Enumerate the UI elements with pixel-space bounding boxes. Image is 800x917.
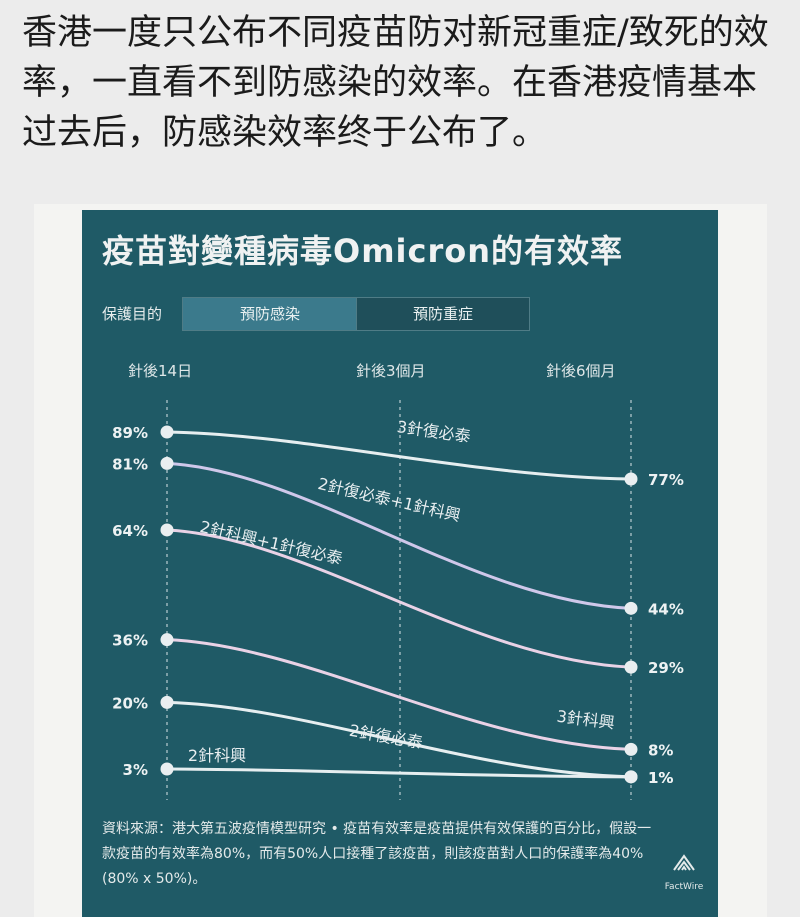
- start-value-label-3: 36%: [112, 632, 148, 650]
- start-point-4: [161, 696, 174, 709]
- series-name-label-0: 3針復必泰: [396, 417, 472, 446]
- end-value-label-0: 77%: [648, 471, 684, 489]
- series-line-0: [167, 432, 631, 479]
- end-value-label-1: 44%: [648, 600, 684, 618]
- factwire-logo: FactWire: [660, 850, 708, 890]
- start-point-3: [161, 633, 174, 646]
- logo-text: FactWire: [660, 882, 708, 892]
- start-value-label-2: 64%: [112, 522, 148, 540]
- source-note: 資料來源：港大第五波疫情模型研究 • 疫苗有效率是疫苗提供有效保護的百分比，假設…: [102, 817, 662, 892]
- end-point-3: [625, 743, 638, 756]
- end-point-0: [625, 473, 638, 486]
- start-value-label-4: 20%: [112, 694, 148, 712]
- start-point-1: [161, 457, 174, 470]
- start-point-0: [161, 426, 174, 439]
- end-point-5: [625, 770, 638, 783]
- series-name-label-4: 2針復必泰: [348, 721, 424, 753]
- series-name-label-1: 2針復必泰+1針科興: [316, 474, 462, 525]
- factwire-logo-icon: [669, 850, 699, 876]
- start-point-2: [161, 523, 174, 536]
- start-value-label-0: 89%: [112, 424, 148, 442]
- start-value-label-1: 81%: [112, 455, 148, 473]
- end-value-label-3: 8%: [648, 741, 673, 759]
- end-point-2: [625, 661, 638, 674]
- start-point-5: [161, 763, 174, 776]
- series-name-label-2: 2針科興+1針復必泰: [198, 517, 344, 568]
- series-name-label-3: 3針科興: [556, 707, 616, 733]
- end-value-label-5: 1%: [648, 769, 673, 787]
- series-name-label-5: 2針科興: [188, 746, 246, 765]
- end-point-1: [625, 602, 638, 615]
- end-value-label-2: 29%: [648, 659, 684, 677]
- start-value-label-5: 3%: [123, 761, 148, 779]
